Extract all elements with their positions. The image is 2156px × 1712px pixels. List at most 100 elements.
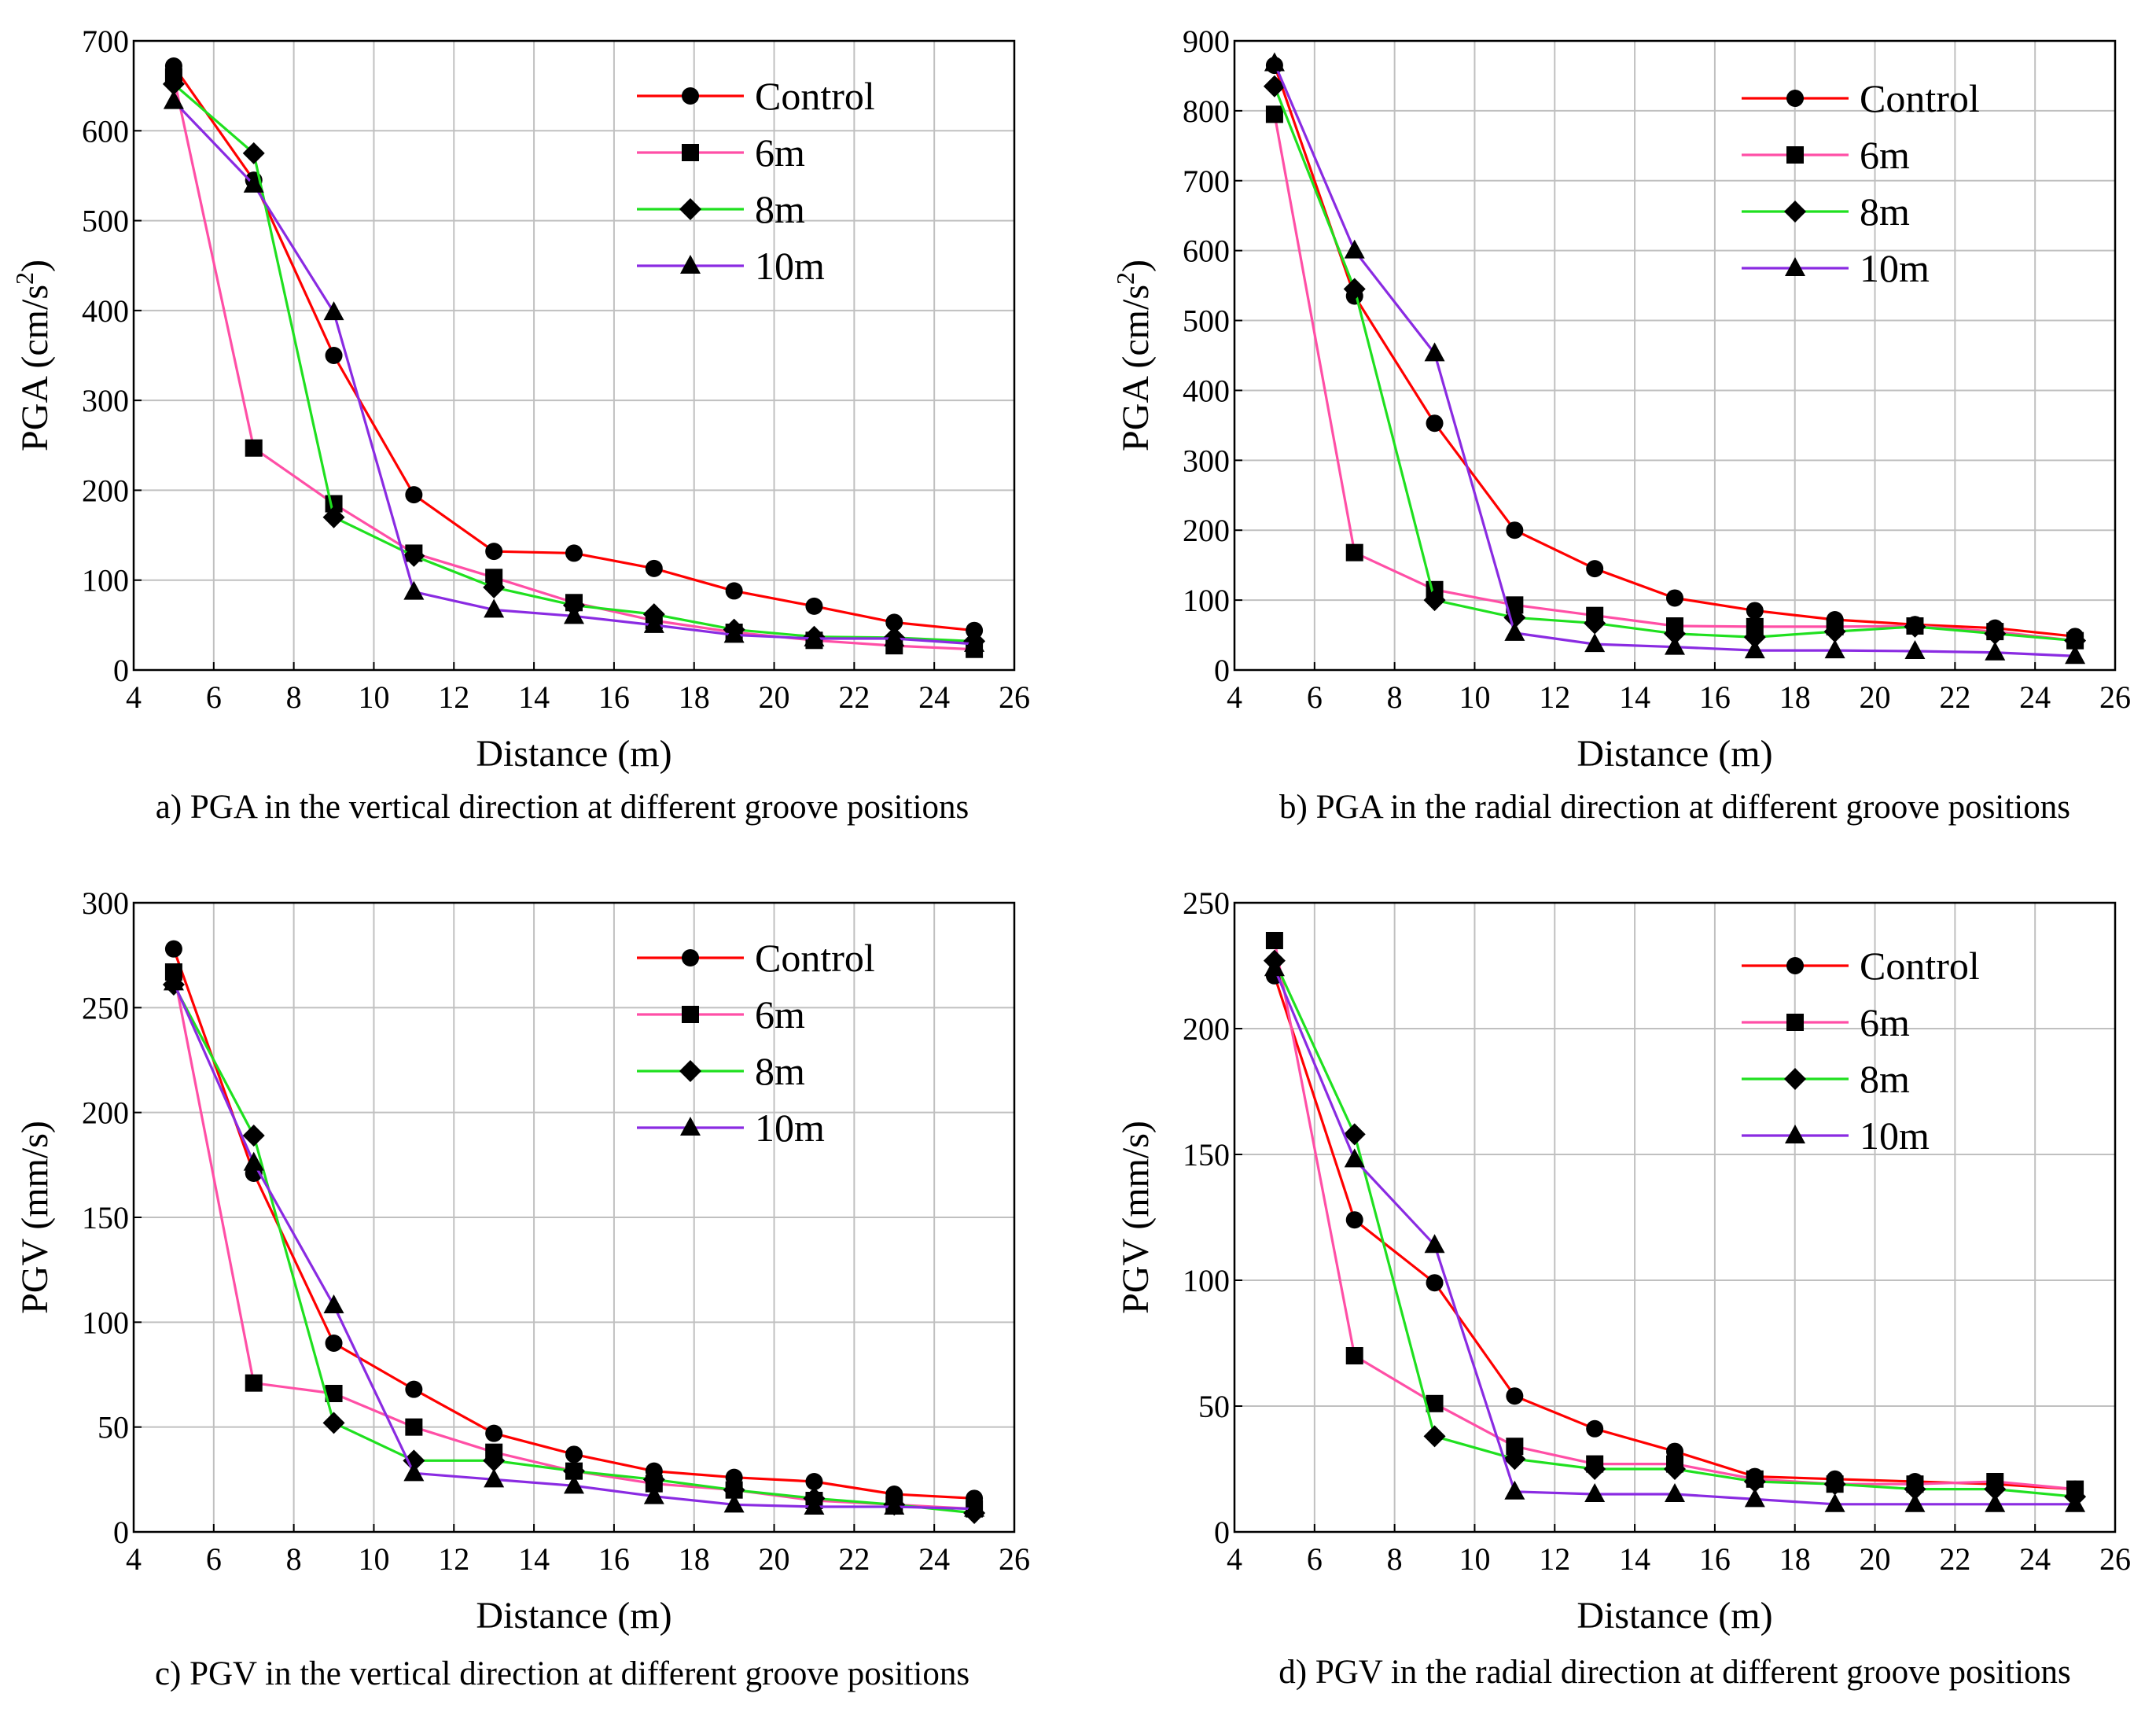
- y-tick-label: 100: [1183, 1263, 1230, 1298]
- data-point: [725, 582, 743, 600]
- legend-label: Control: [1860, 944, 1980, 988]
- data-point: [1264, 957, 1285, 977]
- data-point: [1665, 635, 1685, 655]
- data-point: [1584, 633, 1606, 653]
- x-tick-label: 10: [1459, 679, 1490, 715]
- x-tick-label: 16: [1699, 1541, 1731, 1577]
- legend-label: 6m: [755, 131, 805, 175]
- x-tick-label: 8: [1387, 679, 1403, 715]
- x-tick-label: 8: [286, 679, 302, 715]
- data-point: [1744, 639, 1765, 659]
- data-point: [1426, 1274, 1444, 1292]
- data-point: [1746, 602, 1764, 620]
- series-control: [1265, 57, 2084, 646]
- x-tick-label: 12: [1539, 1541, 1570, 1577]
- y-tick-label: 100: [1183, 583, 1230, 618]
- data-point: [245, 1374, 263, 1392]
- data-point: [162, 72, 185, 95]
- data-point: [1503, 1448, 1526, 1471]
- legend-label: 6m: [1860, 133, 1910, 177]
- data-point: [1343, 1123, 1366, 1146]
- legend-label: 8m: [1860, 1057, 1910, 1101]
- y-tick-label: 200: [82, 1095, 129, 1131]
- legend-label: 10m: [755, 244, 825, 288]
- series-6m: [1265, 105, 2084, 650]
- gridlines: [1234, 40, 2116, 671]
- data-point: [323, 301, 344, 321]
- data-point: [643, 613, 664, 633]
- x-tick-label: 14: [1619, 679, 1650, 715]
- chart-caption: d) PGV in the radial direction at differ…: [1279, 1654, 2071, 1691]
- data-point: [405, 1380, 423, 1398]
- y-axis-label: PGA (cm/s2): [10, 260, 56, 451]
- x-tick-label: 4: [126, 679, 142, 715]
- data-point: [1824, 639, 1845, 659]
- y-axis-label: PGV (mm/s): [14, 1121, 56, 1314]
- series-10m: [163, 90, 985, 652]
- series-6m: [164, 68, 984, 658]
- data-point: [1345, 1347, 1363, 1364]
- legend-marker: [682, 87, 699, 105]
- data-point: [163, 90, 184, 109]
- y-tick-label: 700: [1183, 164, 1230, 199]
- data-point: [1985, 1493, 2006, 1512]
- x-tick-label: 6: [1307, 1541, 1323, 1577]
- series-8m: [162, 974, 986, 1524]
- x-tick-label: 18: [1779, 679, 1811, 715]
- data-point: [804, 1496, 825, 1515]
- y-tick-label: 100: [82, 1305, 129, 1340]
- data-point: [483, 1449, 506, 1472]
- chart-panel-3: 4 6 8 10 12 14 16 18 20 22 24 26 0 50 100 150 200 250 300 D…: [14, 885, 1030, 1692]
- x-tick-label: 22: [1939, 679, 1970, 715]
- x-tick-label: 20: [759, 1541, 790, 1577]
- y-tick-label: 900: [1183, 24, 1230, 59]
- data-point: [1743, 626, 1766, 649]
- legend-label: 10m: [755, 1106, 825, 1150]
- series-6m: [164, 963, 984, 1518]
- data-point: [564, 1475, 584, 1494]
- gridlines: [1234, 902, 2116, 1533]
- data-point: [885, 613, 903, 631]
- x-tick-label: 22: [1939, 1541, 1970, 1577]
- data-point: [1504, 1480, 1525, 1500]
- legend-label: Control: [755, 936, 875, 980]
- chart-panel-1: 4 6 8 10 12 14 16 18 20 22 24 26 0 100 200 300 400 500 600…: [10, 24, 1030, 826]
- data-point: [805, 1473, 823, 1490]
- x-tick-label: 8: [286, 1541, 302, 1577]
- data-point: [884, 1496, 905, 1515]
- x-tick-label: 24: [918, 679, 950, 715]
- legend-marker: [1786, 957, 1804, 974]
- data-point: [1743, 1471, 1766, 1493]
- data-point: [1506, 596, 1524, 614]
- chart-panel-2: 4 6 8 10 12 14 16 18 20 22 24 26 0 100 200 300 400 500 600…: [1111, 24, 2131, 826]
- x-tick-label: 22: [838, 679, 870, 715]
- data-point: [1264, 52, 1285, 72]
- data-point: [403, 580, 425, 600]
- y-tick-label: 50: [97, 1410, 129, 1445]
- data-point: [723, 1478, 745, 1501]
- data-point: [643, 1485, 664, 1504]
- series-8m: [1263, 949, 2087, 1508]
- data-point: [563, 1460, 585, 1482]
- x-tick-label: 6: [1307, 679, 1323, 715]
- data-point: [1426, 1394, 1444, 1412]
- data-point: [2065, 1493, 2086, 1512]
- data-point: [1664, 622, 1686, 645]
- x-tick-label: 16: [598, 679, 630, 715]
- data-point: [1265, 105, 1283, 123]
- data-point: [565, 1445, 583, 1463]
- legend-marker: [1786, 90, 1804, 107]
- series-10m: [1264, 957, 2086, 1512]
- x-tick-label: 4: [1227, 1541, 1242, 1577]
- y-axis-label: PGA (cm/s2): [1111, 260, 1157, 451]
- data-point: [1344, 239, 1365, 259]
- chart-caption: b) PGA in the radial direction at differ…: [1279, 789, 2070, 826]
- x-tick-label: 6: [206, 679, 222, 715]
- x-tick-label: 14: [518, 679, 550, 715]
- y-tick-label: 200: [82, 473, 129, 508]
- legend-label: 10m: [1860, 1114, 1930, 1158]
- data-point: [723, 1493, 745, 1513]
- data-point: [485, 1424, 503, 1442]
- x-tick-label: 12: [438, 679, 469, 715]
- y-tick-label: 0: [113, 1515, 129, 1550]
